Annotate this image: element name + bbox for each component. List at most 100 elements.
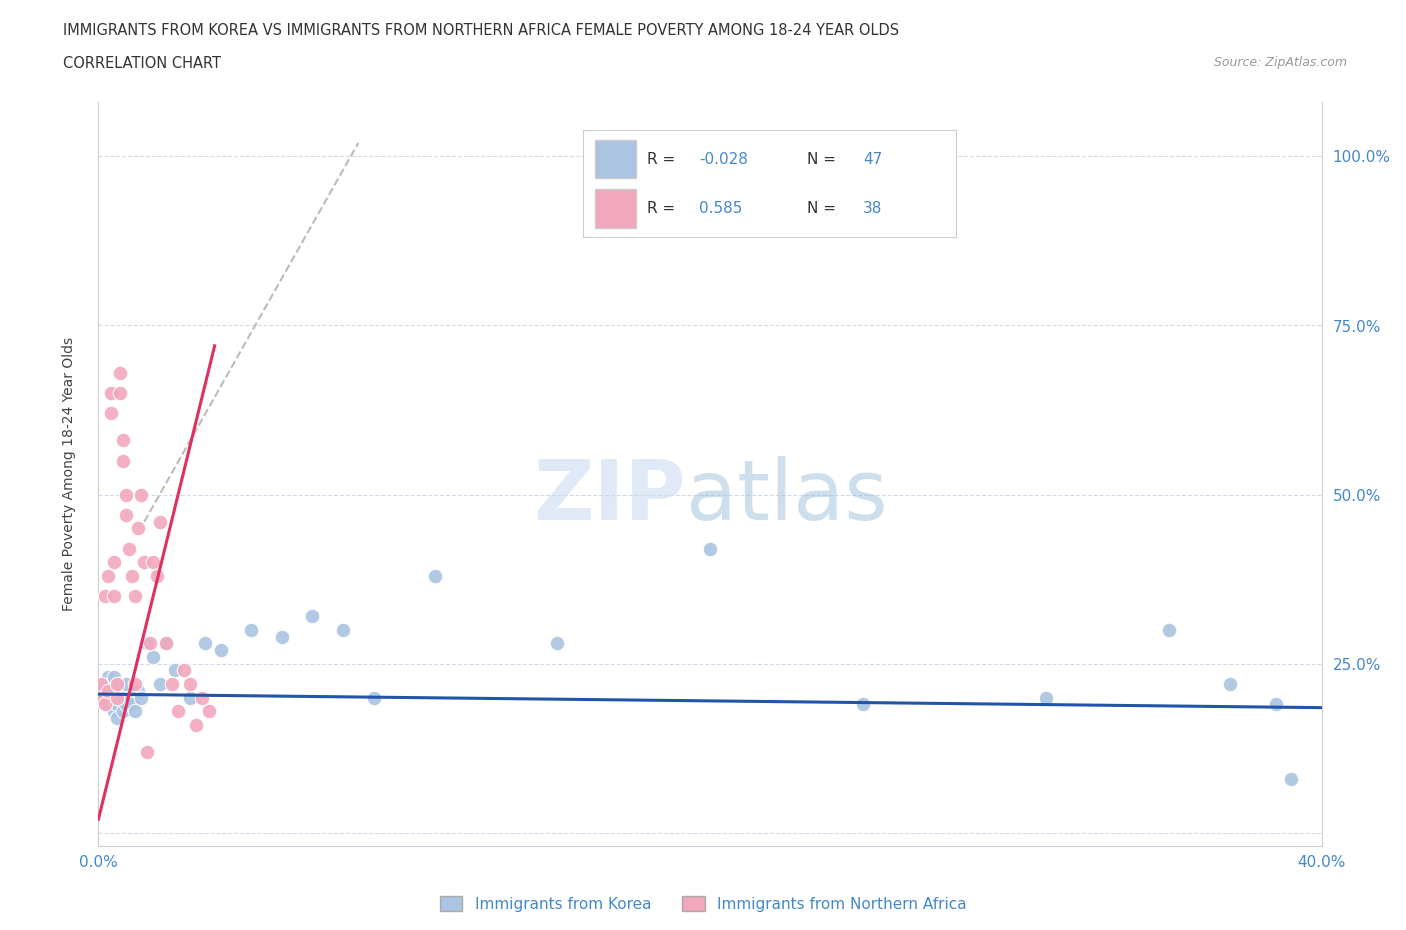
Point (163, 663, 186, 678)
Point (155, 636, 177, 651)
Text: R =: R = (647, 152, 675, 166)
Point (105, 684, 128, 698)
Point (142, 649, 165, 664)
Point (1219, 676, 1241, 691)
Point (97, 684, 120, 698)
Text: 0.585: 0.585 (699, 201, 742, 216)
Point (240, 622, 263, 637)
Text: N =: N = (807, 152, 837, 166)
Point (105, 690, 128, 705)
Point (179, 690, 201, 705)
Point (852, 697, 875, 711)
Point (97, 697, 120, 711)
Point (111, 704, 134, 719)
Point (129, 487, 152, 502)
Point (155, 636, 177, 651)
Point (118, 541, 141, 556)
Point (191, 690, 214, 705)
Point (103, 690, 125, 705)
Point (121, 568, 143, 583)
Point (699, 541, 721, 556)
Point (111, 453, 134, 468)
Point (93, 589, 115, 604)
Point (100, 676, 122, 691)
Point (90, 676, 112, 691)
Point (100, 386, 122, 401)
Text: 47: 47 (863, 152, 882, 166)
Point (115, 487, 138, 502)
Point (127, 684, 149, 698)
Point (124, 676, 146, 691)
Text: 38: 38 (863, 201, 883, 216)
Point (103, 589, 125, 604)
Point (129, 690, 152, 705)
Text: R =: R = (647, 201, 675, 216)
Point (121, 697, 143, 711)
Point (332, 622, 354, 637)
Point (108, 365, 131, 380)
Point (197, 704, 219, 719)
Point (93, 690, 115, 705)
Text: Source: ZipAtlas.com: Source: ZipAtlas.com (1213, 56, 1347, 69)
Y-axis label: Female Poverty Among 18-24 Year Olds: Female Poverty Among 18-24 Year Olds (62, 338, 76, 611)
Point (111, 690, 134, 705)
Point (194, 636, 217, 651)
Point (93, 697, 115, 711)
Point (115, 697, 138, 711)
Point (1279, 771, 1302, 786)
Text: atlas: atlas (686, 456, 887, 538)
Point (1157, 622, 1180, 637)
Point (118, 690, 141, 705)
Point (127, 521, 149, 536)
Text: -0.028: -0.028 (699, 152, 748, 166)
Point (108, 386, 131, 401)
Point (111, 433, 134, 448)
Point (423, 568, 446, 583)
Point (115, 676, 138, 691)
Legend: Immigrants from Korea, Immigrants from Northern Africa: Immigrants from Korea, Immigrants from N… (433, 889, 973, 918)
Point (139, 636, 162, 651)
Point (160, 676, 183, 691)
Point (105, 711, 128, 725)
Point (97, 670, 120, 684)
Point (546, 636, 568, 651)
Point (90, 684, 112, 698)
Point (173, 663, 195, 678)
Point (134, 555, 156, 570)
Point (93, 676, 115, 691)
Point (103, 704, 125, 719)
Point (105, 676, 128, 691)
Point (209, 643, 232, 658)
Point (108, 676, 131, 691)
Point (115, 508, 138, 523)
Point (97, 684, 120, 698)
Point (145, 568, 167, 583)
Point (100, 690, 122, 705)
Point (124, 704, 146, 719)
Point (186, 717, 208, 732)
Point (1035, 690, 1057, 705)
Point (136, 744, 159, 759)
Point (1264, 697, 1286, 711)
Point (103, 555, 125, 570)
Point (97, 568, 120, 583)
Point (301, 609, 323, 624)
FancyBboxPatch shape (595, 140, 636, 179)
Point (103, 670, 125, 684)
Point (149, 514, 172, 529)
Point (363, 690, 385, 705)
Point (124, 589, 146, 604)
Point (105, 697, 128, 711)
Point (100, 406, 122, 421)
Point (270, 630, 292, 644)
FancyBboxPatch shape (595, 189, 636, 228)
Text: ZIP: ZIP (533, 456, 686, 538)
Point (149, 676, 172, 691)
Point (142, 555, 165, 570)
Point (179, 676, 201, 691)
Point (167, 704, 190, 719)
Point (90, 690, 112, 705)
Text: CORRELATION CHART: CORRELATION CHART (63, 56, 221, 71)
Text: IMMIGRANTS FROM KOREA VS IMMIGRANTS FROM NORTHERN AFRICA FEMALE POVERTY AMONG 18: IMMIGRANTS FROM KOREA VS IMMIGRANTS FROM… (63, 23, 900, 38)
Point (136, 636, 159, 651)
